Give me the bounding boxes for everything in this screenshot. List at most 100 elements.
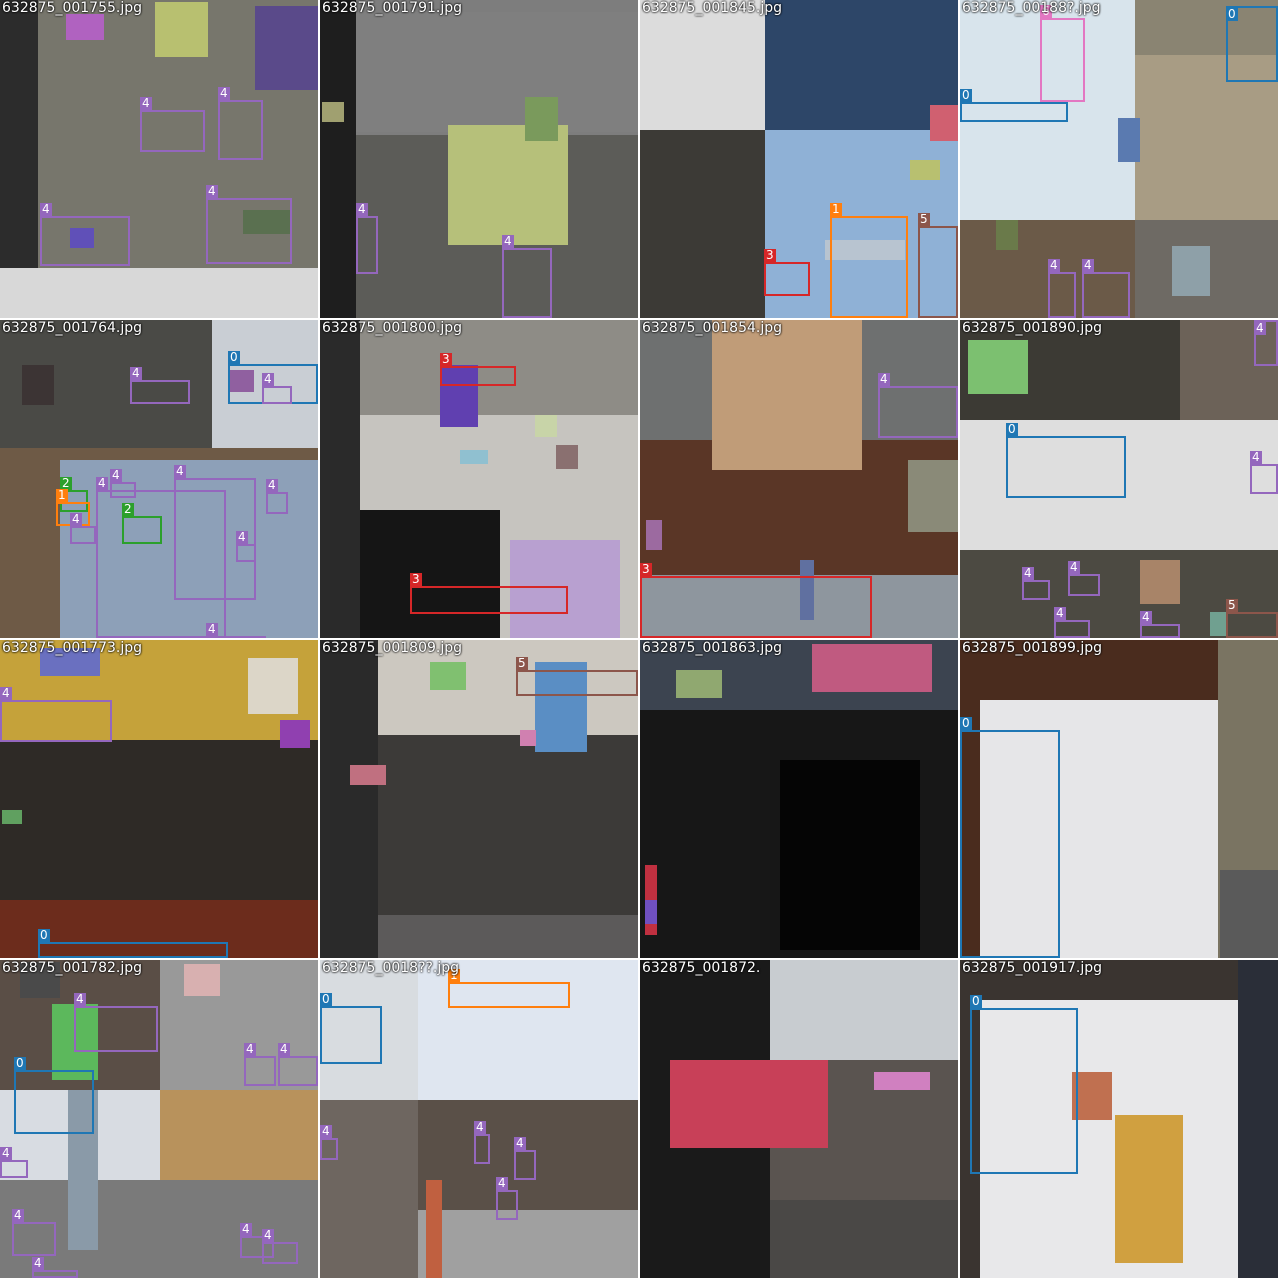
- class-label: 4: [240, 1222, 252, 1236]
- bounding-box: 4: [514, 1137, 536, 1180]
- bounding-box: 4: [244, 1043, 276, 1086]
- mosaic-quadrant: [640, 0, 765, 130]
- image-tile: 3 3 632875_001800.jpg: [320, 320, 638, 638]
- bounding-box: 1: [830, 203, 908, 318]
- bounding-box: 4: [1250, 451, 1278, 494]
- bounding-box: 4: [174, 465, 256, 600]
- augmentation-patch: [908, 460, 958, 532]
- image-tile: 5 632875_001809.jpg: [320, 640, 638, 958]
- bounding-box: 4: [356, 203, 378, 274]
- augmentation-patch: [248, 658, 298, 714]
- augmentation-patch: [40, 648, 100, 676]
- augmentation-patch: [510, 540, 620, 638]
- file-name: 632875_001863.jpg: [642, 640, 782, 656]
- augmentation-patch: [155, 2, 208, 57]
- augmentation-patch: [712, 320, 862, 470]
- augmentation-patch: [525, 97, 558, 141]
- class-label: 0: [14, 1056, 26, 1070]
- augmentation-patch: [440, 365, 478, 427]
- mosaic-quadrant: [0, 0, 38, 318]
- augmentation-patch: [426, 1180, 442, 1278]
- image-tile: 4 4 4 4 632875_001755.jpg: [0, 0, 318, 318]
- augmentation-patch: [350, 765, 386, 785]
- augmentation-patch: [322, 102, 344, 122]
- bounding-box: 4: [1054, 607, 1090, 638]
- class-label: 4: [0, 1146, 12, 1160]
- class-label: 5: [1226, 598, 1238, 612]
- mosaic-quadrant: [0, 900, 318, 958]
- bounding-box: 4: [496, 1177, 518, 1220]
- bounding-box: 4: [130, 367, 190, 404]
- augmentation-patch: [70, 228, 94, 248]
- file-name: 632875_001764.jpg: [2, 320, 142, 336]
- mosaic-quadrant: [770, 960, 958, 1060]
- class-label: 4: [206, 184, 218, 198]
- bounding-box: 4: [1068, 561, 1100, 596]
- image-tile: 1 5 3 632875_001845.jpg: [640, 0, 958, 318]
- class-label: 3: [440, 352, 452, 366]
- bounding-box: 3: [764, 249, 810, 296]
- bounding-box: 4: [474, 1121, 490, 1164]
- file-name: 632875_001800.jpg: [322, 320, 462, 336]
- class-label: 4: [262, 1228, 274, 1242]
- augmentation-patch: [2, 810, 22, 824]
- file-name: 632875_001917.jpg: [962, 960, 1102, 976]
- file-name: 632875_001782.jpg: [2, 960, 142, 976]
- mosaic-quadrant: [320, 640, 378, 958]
- class-label: 0: [970, 994, 982, 1008]
- bounding-box: 0: [38, 929, 228, 958]
- bounding-box: 4: [1254, 320, 1278, 366]
- class-label: 0: [320, 992, 332, 1006]
- bounding-box: 3: [410, 573, 568, 614]
- class-label: 4: [32, 1256, 44, 1270]
- augmentation-patch: [1210, 612, 1228, 636]
- class-label: 0: [1006, 422, 1018, 436]
- image-tile: 0 632875_001917.jpg: [960, 960, 1278, 1278]
- bounding-box: 4: [0, 687, 112, 742]
- file-name: 632875_001899.jpg: [962, 640, 1102, 656]
- class-label: 4: [262, 372, 274, 386]
- augmentation-patch: [535, 662, 587, 752]
- image-tile: 0 4 4 2 4 4 4 1 2 4 4 4 4 632875_001764.jpg: [0, 320, 318, 638]
- bounding-box: 4: [40, 203, 130, 266]
- image-tile: 4 4 632875_001791.jpg: [320, 0, 638, 318]
- bounding-box: 4: [206, 623, 266, 638]
- class-label: 4: [1054, 606, 1066, 620]
- class-label: 4: [1254, 321, 1266, 335]
- mosaic-quadrant: [160, 1090, 318, 1180]
- augmentation-patch: [1140, 560, 1180, 604]
- bounding-box: 4: [278, 1043, 318, 1086]
- bounding-box: 4: [262, 1229, 298, 1264]
- file-name: 632875_001872.: [642, 960, 761, 976]
- mosaic-quadrant: [770, 1200, 958, 1278]
- class-label: 0: [228, 350, 240, 364]
- file-name: 632875_001809.jpg: [322, 640, 462, 656]
- augmentation-patch: [20, 962, 60, 998]
- augmentation-patch: [1172, 246, 1210, 296]
- augmentation-patch: [670, 1060, 828, 1148]
- augmentation-patch: [184, 964, 220, 996]
- bounding-box: 5: [516, 657, 638, 696]
- class-label: 4: [110, 468, 122, 482]
- class-label: 4: [96, 476, 108, 490]
- mosaic-quadrant: [320, 960, 418, 1100]
- class-label: 4: [320, 1124, 332, 1138]
- image-tile: 4 0 4 4 4 4 4 5 632875_001890.jpg: [960, 320, 1278, 638]
- image-tile: 6 0 0 4 4 632875_00188?.jpg: [960, 0, 1278, 318]
- bounding-box: 5: [918, 213, 958, 318]
- bounding-box: 3: [440, 353, 516, 386]
- mosaic-quadrant: [418, 1210, 638, 1278]
- image-tile: 4 0 632875_001773.jpg: [0, 640, 318, 958]
- file-name: 632875_001845.jpg: [642, 0, 782, 16]
- class-label: 3: [410, 572, 422, 586]
- file-name: 632875_001791.jpg: [322, 0, 462, 16]
- augmentation-patch: [996, 220, 1018, 250]
- class-label: 4: [12, 1208, 24, 1222]
- image-tile: 4 3 632875_001854.jpg: [640, 320, 958, 638]
- class-label: 4: [130, 366, 142, 380]
- bounding-box: 4: [74, 993, 158, 1052]
- bounding-box: 4: [266, 479, 288, 514]
- augmentation-patch: [874, 1072, 930, 1090]
- mosaic-quadrant: [320, 1100, 418, 1278]
- augmentation-patch: [460, 450, 488, 464]
